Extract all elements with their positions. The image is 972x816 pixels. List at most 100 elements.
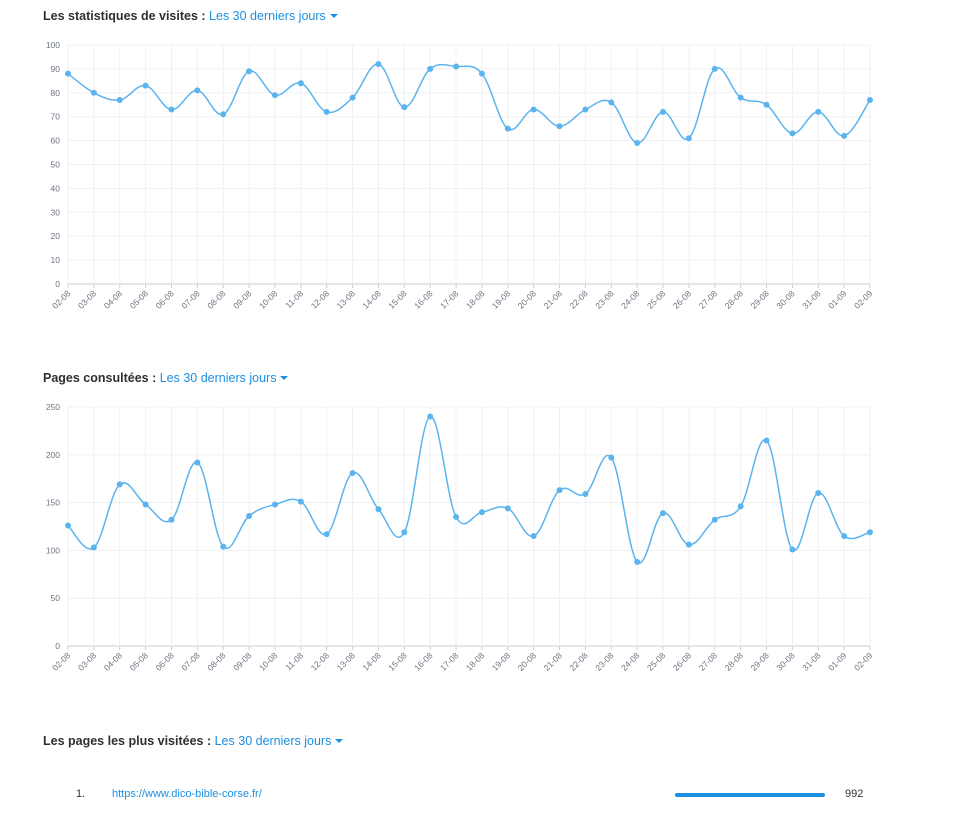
data-point[interactable] — [271, 501, 278, 508]
x-tick-label: 14-08 — [360, 288, 383, 311]
data-point[interactable] — [90, 544, 97, 551]
visits-period-dropdown[interactable]: Les 30 derniers jours — [209, 9, 338, 23]
data-point[interactable] — [711, 516, 718, 523]
top-pages-period-dropdown[interactable]: Les 30 derniers jours — [215, 734, 344, 748]
y-tick-label: 0 — [55, 279, 60, 289]
y-tick-label: 10 — [51, 255, 61, 265]
x-tick-label: 08-08 — [205, 288, 228, 311]
data-point[interactable] — [142, 82, 149, 89]
data-point[interactable] — [608, 99, 615, 106]
data-point[interactable] — [401, 529, 408, 536]
data-point[interactable] — [297, 80, 304, 87]
x-tick-label: 23-08 — [593, 288, 616, 311]
data-point[interactable] — [763, 101, 770, 108]
data-point[interactable] — [530, 106, 537, 113]
data-point[interactable] — [867, 529, 873, 536]
data-point[interactable] — [634, 558, 641, 565]
data-point[interactable] — [116, 96, 123, 103]
top-page-share-bar — [675, 793, 825, 797]
data-point[interactable] — [737, 503, 744, 510]
x-tick-label: 30-08 — [774, 288, 797, 311]
data-point[interactable] — [375, 506, 382, 513]
top-page-share-fill — [675, 793, 825, 797]
data-point[interactable] — [763, 437, 770, 444]
x-tick-label: 19-08 — [490, 650, 513, 673]
y-tick-label: 100 — [46, 40, 60, 50]
data-point[interactable] — [634, 139, 641, 146]
data-point[interactable] — [90, 89, 97, 96]
data-point[interactable] — [556, 123, 563, 130]
x-tick-label: 04-08 — [102, 650, 125, 673]
data-point[interactable] — [194, 459, 201, 466]
data-point[interactable] — [401, 104, 408, 111]
x-tick-label: 03-08 — [76, 288, 99, 311]
data-point[interactable] — [427, 413, 434, 420]
data-point[interactable] — [504, 125, 511, 132]
x-tick-label: 01-09 — [826, 288, 849, 311]
data-point[interactable] — [867, 96, 873, 103]
data-point[interactable] — [685, 541, 692, 548]
y-tick-label: 250 — [46, 402, 60, 412]
data-point[interactable] — [789, 130, 796, 137]
data-point[interactable] — [427, 65, 434, 72]
x-tick-label: 18-08 — [464, 288, 487, 311]
data-point[interactable] — [504, 505, 511, 512]
y-tick-label: 50 — [51, 593, 61, 603]
data-point[interactable] — [323, 108, 330, 115]
data-point[interactable] — [737, 94, 744, 101]
data-point[interactable] — [556, 487, 563, 494]
x-tick-label: 15-08 — [386, 650, 409, 673]
data-point[interactable] — [349, 469, 356, 476]
pages-period-dropdown[interactable]: Les 30 derniers jours — [160, 371, 289, 385]
data-point[interactable] — [478, 509, 485, 516]
data-point[interactable] — [349, 94, 356, 101]
data-point[interactable] — [220, 543, 227, 550]
x-tick-label: 09-08 — [231, 288, 254, 311]
top-page-count: 992 — [845, 788, 864, 800]
data-point[interactable] — [582, 490, 589, 497]
data-point[interactable] — [530, 533, 537, 540]
y-tick-label: 40 — [51, 183, 61, 193]
data-point[interactable] — [608, 454, 615, 461]
data-point[interactable] — [660, 108, 667, 115]
data-point[interactable] — [65, 522, 71, 529]
data-point[interactable] — [323, 531, 330, 538]
data-point[interactable] — [841, 533, 848, 540]
x-tick-label: 16-08 — [412, 650, 435, 673]
data-point[interactable] — [815, 108, 822, 115]
x-tick-label: 19-08 — [490, 288, 513, 311]
data-point[interactable] — [841, 132, 848, 139]
x-tick-label: 08-08 — [205, 650, 228, 673]
top-page-link[interactable]: https://www.dico-bible-corse.fr/ — [112, 788, 262, 800]
data-point[interactable] — [789, 546, 796, 553]
top-pages-heading: Les pages les plus visitées : Les 30 der… — [43, 734, 344, 748]
pages-chart: 0 50 100 150 200 250 02-08 03-08 04-08 05-08 06-08… — [46, 402, 875, 673]
data-point[interactable] — [478, 70, 485, 77]
x-tick-label: 14-08 — [360, 650, 383, 673]
data-point[interactable] — [660, 510, 667, 517]
data-point[interactable] — [271, 92, 278, 99]
data-point[interactable] — [116, 481, 123, 488]
data-point[interactable] — [194, 87, 201, 94]
x-tick-label: 10-08 — [257, 650, 280, 673]
data-point[interactable] — [168, 516, 175, 523]
caret-down-icon — [329, 14, 338, 18]
data-point[interactable] — [220, 111, 227, 118]
data-point[interactable] — [711, 65, 718, 72]
data-point[interactable] — [246, 512, 253, 519]
data-point[interactable] — [815, 490, 822, 497]
caret-down-icon — [280, 376, 289, 380]
data-point[interactable] — [168, 106, 175, 113]
data-point[interactable] — [246, 68, 253, 75]
top-pages-title: Les pages les plus visitées : — [43, 734, 215, 748]
data-point[interactable] — [375, 61, 382, 68]
pages-heading: Pages consultées : Les 30 derniers jours — [43, 371, 289, 385]
data-point[interactable] — [453, 63, 460, 70]
data-point[interactable] — [142, 501, 149, 508]
y-tick-label: 50 — [51, 160, 61, 170]
data-point[interactable] — [582, 106, 589, 113]
data-point[interactable] — [297, 498, 304, 505]
data-point[interactable] — [453, 513, 460, 520]
data-point[interactable] — [685, 135, 692, 142]
data-point[interactable] — [65, 70, 71, 77]
